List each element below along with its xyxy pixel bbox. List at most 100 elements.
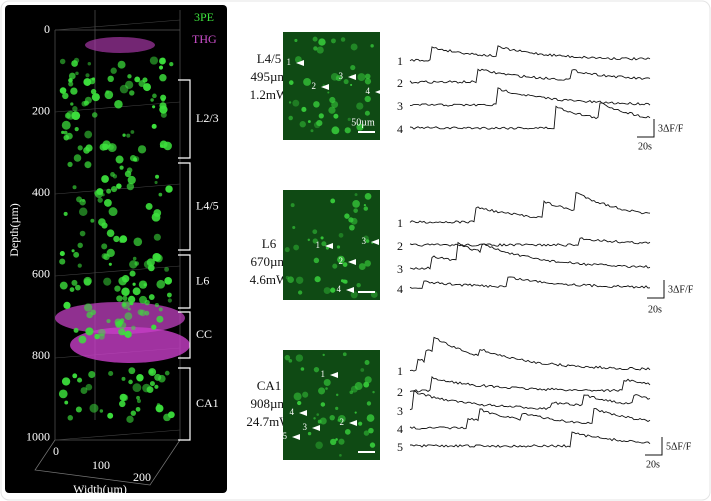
cell [143, 283, 147, 287]
cell [127, 175, 136, 185]
cell [103, 277, 112, 286]
cell [136, 395, 140, 400]
cell [108, 144, 114, 150]
cell [84, 130, 93, 139]
cell [130, 130, 135, 134]
cell [103, 253, 110, 261]
cell [127, 295, 136, 304]
time-label: 20s [638, 141, 652, 152]
soma [292, 226, 296, 230]
region-power: 4.6mW [250, 272, 289, 287]
cell-label: 2 [312, 81, 317, 91]
trace-label: 1 [397, 216, 403, 230]
amplitude-label: 5ΔF/F [666, 441, 692, 452]
soma [316, 119, 323, 127]
layer-bracket [178, 311, 191, 359]
region-power: 24.7mW [246, 414, 292, 429]
soma [365, 239, 370, 243]
cell [76, 196, 83, 203]
soma [354, 193, 358, 197]
cell [83, 78, 92, 86]
cell [121, 300, 131, 310]
cell [63, 211, 68, 216]
cell [113, 235, 120, 243]
calcium-trace [409, 45, 651, 62]
layer-label: CA1 [196, 396, 219, 410]
cell [128, 367, 136, 375]
cell [159, 74, 167, 82]
soma [313, 101, 320, 108]
cell [77, 145, 83, 151]
cell [133, 157, 138, 162]
soma [331, 101, 339, 109]
cell [110, 172, 115, 177]
cell [145, 202, 153, 210]
cell [101, 243, 108, 250]
soma [297, 400, 302, 406]
render-grid [54, 19, 181, 31]
cell [156, 279, 166, 289]
cell [108, 207, 118, 217]
cell [77, 242, 83, 249]
cell [152, 252, 161, 262]
cell [167, 298, 172, 303]
cell [68, 72, 76, 80]
cell [142, 383, 151, 393]
cell [84, 161, 92, 169]
cell [149, 381, 155, 387]
cell [64, 112, 71, 119]
cell [81, 198, 86, 203]
cell-label: 4 [337, 284, 342, 294]
soma [344, 429, 351, 435]
soma [313, 257, 320, 264]
cell [151, 123, 157, 129]
layer-label: CC [196, 327, 212, 341]
calcium-trace [409, 68, 651, 84]
trace-label: 3 [397, 99, 403, 113]
soma [295, 354, 304, 362]
soma [356, 282, 361, 288]
region-name: L6 [262, 236, 277, 251]
trace-label: 4 [397, 422, 403, 436]
cell [70, 87, 78, 95]
cell [138, 280, 148, 289]
cell [127, 74, 132, 79]
trace-label: 4 [397, 122, 403, 136]
cell [77, 377, 83, 383]
cell [150, 98, 154, 102]
soma [318, 38, 326, 46]
thg [85, 37, 155, 53]
region-depth: 495µm [250, 69, 287, 84]
cell [119, 239, 124, 243]
cell [61, 120, 71, 130]
amplitude-bar [647, 280, 665, 299]
soma [342, 279, 347, 284]
soma [358, 421, 363, 426]
cell [63, 301, 71, 310]
cell [61, 130, 65, 134]
soma [294, 38, 298, 43]
soma [350, 217, 358, 225]
soma [342, 352, 347, 357]
cell [160, 111, 167, 118]
cell [124, 330, 132, 338]
cell [83, 278, 92, 286]
cell [148, 294, 155, 300]
soma [360, 368, 365, 372]
soma [369, 442, 376, 448]
cell [155, 404, 164, 413]
soma [350, 43, 358, 51]
cell [159, 57, 166, 65]
cell [61, 377, 71, 386]
cell [158, 307, 163, 312]
depth-tick-label: 800 [32, 348, 50, 362]
soma [300, 367, 305, 371]
cell [116, 183, 122, 189]
cell [129, 260, 138, 269]
calcium-trace [409, 87, 651, 107]
depth-tick-label: 1000 [26, 429, 50, 443]
soma [321, 241, 327, 247]
soma [337, 255, 345, 264]
cell [119, 165, 124, 170]
soma [288, 115, 293, 121]
